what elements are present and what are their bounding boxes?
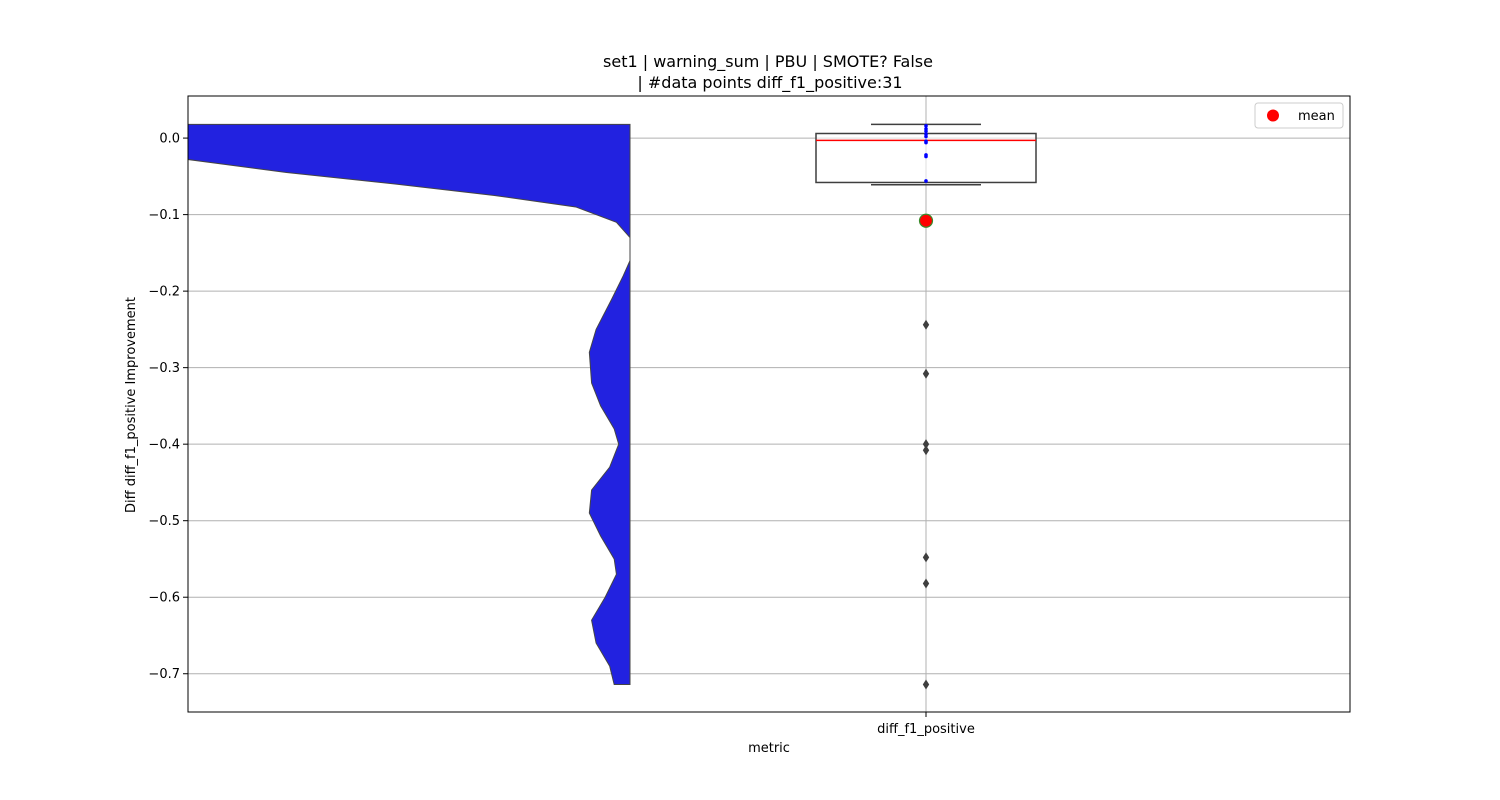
data-points [918, 124, 934, 690]
legend-mean-marker [1267, 109, 1279, 122]
x-axis-label: metric [748, 741, 790, 756]
y-tick-label: −0.1 [148, 208, 180, 223]
violin-body [187, 123, 631, 685]
inner-point [924, 134, 928, 139]
y-axis-label: Diff diff_f1_positive Improvement [124, 297, 139, 513]
outlier-marker [922, 319, 930, 330]
outlier-marker [922, 578, 930, 589]
y-axis-ticks: 0.0 −0.1 −0.2 −0.3 −0.4 −0.5 −0.6 −0.7 [148, 132, 188, 682]
violin-layer [187, 123, 631, 685]
outlier-marker [922, 552, 930, 563]
inner-point [924, 129, 928, 133]
outlier-marker [922, 679, 930, 690]
y-tick-label: −0.5 [148, 514, 180, 529]
x-axis-ticks: diff_f1_positive [877, 712, 975, 737]
inner-point [924, 154, 928, 159]
legend: mean [1254, 102, 1344, 129]
mean-marker [918, 213, 934, 228]
y-tick-label: −0.6 [148, 591, 180, 606]
plot-frame [187, 95, 1351, 713]
legend-frame [1254, 102, 1344, 129]
inner-point [924, 124, 928, 128]
chart-title-line2: | #data points diff_f1_positive:31 [637, 73, 902, 93]
y-tick-label: −0.2 [148, 285, 180, 300]
y-tick-label: −0.4 [148, 438, 180, 453]
y-tick-label: −0.7 [148, 667, 180, 682]
outlier-marker [922, 439, 930, 450]
y-tick-label: 0.0 [159, 132, 180, 147]
chart-title-line1: set1 | warning_sum | PBU | SMOTE? False [603, 52, 933, 72]
outlier-marker [922, 368, 930, 379]
inner-point [924, 179, 928, 183]
y-tick-label: −0.3 [148, 361, 180, 376]
outlier-marker [922, 445, 930, 456]
legend-mean-label: mean [1298, 109, 1335, 124]
grid-lines [188, 96, 1350, 712]
x-tick-label: diff_f1_positive [877, 722, 975, 737]
inner-point [924, 140, 928, 145]
